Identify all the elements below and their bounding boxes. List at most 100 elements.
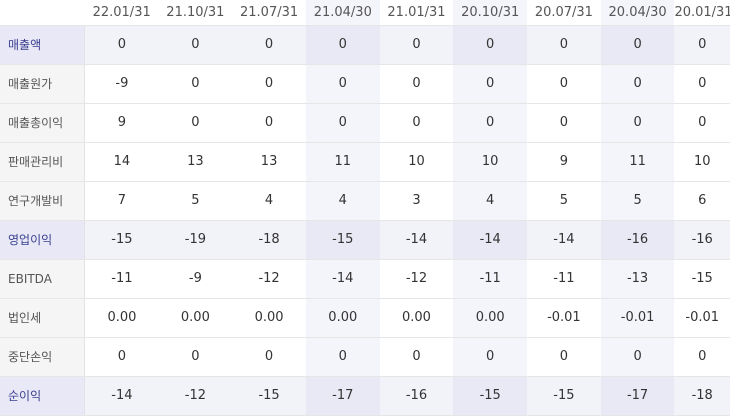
table-cell: -18 — [674, 376, 730, 416]
table-cell: -12 — [232, 259, 306, 299]
table-row: EBITDA -11 -9 -12 -14 -12 -11 -11 -13 -15 — [0, 259, 730, 299]
header-row: 22.01/31 21.10/31 21.07/31 21.04/30 21.0… — [0, 0, 730, 26]
row-label: 법인세 — [0, 298, 86, 338]
table-cell: 0 — [600, 337, 675, 377]
table-cell: -11 — [453, 259, 528, 299]
row-label: 판매관리비 — [0, 142, 86, 182]
column-header: 20.07/31 — [527, 0, 601, 26]
table-cell: 0 — [527, 337, 601, 377]
table-cell: 0 — [158, 103, 233, 143]
table-row: 매출액 0 0 0 0 0 0 0 0 0 — [0, 25, 730, 65]
table-cell: -15 — [305, 220, 380, 260]
table-cell: 0 — [453, 337, 528, 377]
table-cell: -12 — [379, 259, 454, 299]
table-cell: 0 — [527, 25, 601, 65]
table-cell: -12 — [158, 376, 233, 416]
table-cell: -15 — [674, 259, 730, 299]
table-cell: 0 — [232, 64, 306, 104]
row-label: 영업이익 — [0, 220, 86, 260]
table-cell: 0 — [379, 64, 454, 104]
table-cell: 0 — [600, 103, 675, 143]
table-cell: 0 — [600, 25, 675, 65]
table-cell: 0 — [158, 25, 233, 65]
table-cell: -0.01 — [600, 298, 675, 338]
table-cell: -16 — [379, 376, 454, 416]
table-cell: -13 — [600, 259, 675, 299]
table-cell: 10 — [379, 142, 454, 182]
table-cell: 0 — [84, 337, 159, 377]
table-cell: -15 — [84, 220, 159, 260]
table-cell: 4 — [453, 181, 528, 221]
row-label: EBITDA — [0, 259, 86, 299]
column-header: 21.10/31 — [158, 0, 233, 26]
table-cell: -15 — [527, 376, 601, 416]
table-cell: 0.00 — [453, 298, 528, 338]
table-cell: 0.00 — [379, 298, 454, 338]
table-cell: -11 — [527, 259, 601, 299]
column-header: 21.04/30 — [305, 0, 380, 26]
table-cell: 0 — [674, 25, 730, 65]
table-cell: -14 — [379, 220, 454, 260]
table-cell: 11 — [305, 142, 380, 182]
column-header: 21.01/31 — [379, 0, 454, 26]
table-cell: -15 — [232, 376, 306, 416]
table-row: 영업이익 -15 -19 -18 -15 -14 -14 -14 -16 -16 — [0, 220, 730, 260]
table-cell: 0.00 — [84, 298, 159, 338]
table-cell: -14 — [453, 220, 528, 260]
column-header: 20.04/30 — [600, 0, 675, 26]
table-cell: 0 — [305, 64, 380, 104]
row-label: 매출총이익 — [0, 103, 86, 143]
table-cell: -16 — [674, 220, 730, 260]
table-cell: 13 — [158, 142, 233, 182]
table-row: 판매관리비 14 13 13 11 10 10 9 11 10 — [0, 142, 730, 182]
table-cell: -9 — [84, 64, 159, 104]
table-cell: 0 — [453, 103, 528, 143]
table-row: 매출총이익 9 0 0 0 0 0 0 0 0 — [0, 103, 730, 143]
column-header: 20.10/31 — [453, 0, 528, 26]
column-header: 22.01/31 — [84, 0, 159, 26]
table-cell: 0 — [527, 103, 601, 143]
row-label: 중단손익 — [0, 337, 86, 377]
table-cell: 10 — [453, 142, 528, 182]
table-cell: 5 — [158, 181, 233, 221]
column-header: 20.01/31 — [674, 0, 730, 26]
table-row: 중단손익 0 0 0 0 0 0 0 0 0 — [0, 337, 730, 377]
table-cell: -16 — [600, 220, 675, 260]
row-label: 연구개발비 — [0, 181, 86, 221]
table-cell: 9 — [527, 142, 601, 182]
table-cell: 0 — [305, 337, 380, 377]
table-cell: 10 — [674, 142, 730, 182]
table-cell: 0 — [527, 64, 601, 104]
column-header: 21.07/31 — [232, 0, 306, 26]
table-cell: -0.01 — [527, 298, 601, 338]
table-cell: -17 — [600, 376, 675, 416]
table-cell: 0 — [674, 64, 730, 104]
table-row: 매출원가 -9 0 0 0 0 0 0 0 0 — [0, 64, 730, 104]
table-cell: -17 — [305, 376, 380, 416]
table-cell: -14 — [84, 376, 159, 416]
row-label: 매출액 — [0, 25, 86, 65]
table-cell: -11 — [84, 259, 159, 299]
table-cell: -14 — [527, 220, 601, 260]
table-cell: 0 — [600, 64, 675, 104]
table-cell: 9 — [84, 103, 159, 143]
table-cell: 11 — [600, 142, 675, 182]
table-cell: 0.00 — [232, 298, 306, 338]
table-cell: 0 — [84, 25, 159, 65]
table-cell: 0.00 — [305, 298, 380, 338]
table-row: 연구개발비 7 5 4 4 3 4 5 5 6 — [0, 181, 730, 221]
table-cell: 0 — [158, 337, 233, 377]
table-cell: 0 — [453, 25, 528, 65]
table-cell: 5 — [527, 181, 601, 221]
table-cell: 5 — [600, 181, 675, 221]
table-cell: -15 — [453, 376, 528, 416]
table-cell: -14 — [305, 259, 380, 299]
table-cell: -18 — [232, 220, 306, 260]
table-cell: 6 — [674, 181, 730, 221]
table-cell: 4 — [305, 181, 380, 221]
table-row: 순이익 -14 -12 -15 -17 -16 -15 -15 -17 -18 — [0, 376, 730, 416]
table-row: 법인세 0.00 0.00 0.00 0.00 0.00 0.00 -0.01 -0.01 -0.… — [0, 298, 730, 338]
table-cell: 3 — [379, 181, 454, 221]
table-cell: 0 — [674, 103, 730, 143]
